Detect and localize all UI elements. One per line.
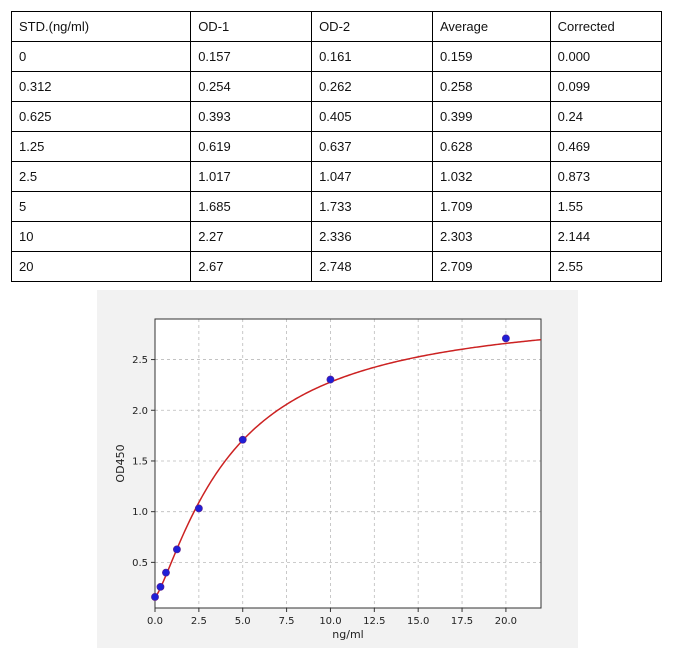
table-cell: 0.161: [311, 41, 433, 72]
table-cell: 0.619: [190, 131, 313, 162]
table-cell: 0: [10, 41, 192, 72]
table-cell: 2.67: [190, 251, 313, 282]
table-header-row: STD.(ng/ml) OD-1 OD-2 Average Corrected: [10, 11, 663, 42]
table-cell: 0.625: [10, 101, 192, 132]
table-cell: 2.55: [549, 251, 663, 282]
table-cell: 2.748: [311, 251, 433, 282]
table-cell: 0.157: [190, 41, 313, 72]
x-tick-label: 0.0: [147, 616, 163, 627]
table-cell: 2.303: [431, 221, 551, 252]
data-point: [162, 568, 170, 577]
data-point: [151, 593, 159, 601]
table-row: 0.625 0.393 0.405 0.399 0.24: [10, 101, 663, 132]
x-tick-label: 17.5: [451, 616, 473, 627]
table-cell: 0.000: [549, 41, 663, 72]
table-row: 0.312 0.254 0.262 0.258 0.099: [10, 71, 663, 102]
table-cell: 0.312: [10, 71, 192, 102]
plot-frame: [154, 318, 542, 609]
standard-curve-chart: 0.0 2.5 5.0 7.5 10.0 12.5 15.0 17.5 20.0 0.5 1.0 1.…: [114, 318, 542, 641]
data-point: [173, 545, 181, 554]
chart-panel: 0.0 2.5 5.0 7.5 10.0 12.5 15.0 17.5 20.0 0.5 1.0 1.…: [97, 290, 578, 648]
data-point: [238, 435, 247, 444]
table-row: 2.5 1.017 1.047 1.032 0.873: [10, 161, 663, 192]
x-tick-label: 7.5: [279, 616, 295, 627]
plot-area: [155, 319, 541, 608]
table-cell: 2.27: [190, 221, 313, 252]
table-cell: 1.733: [311, 191, 433, 222]
column-header: OD-2: [311, 11, 433, 42]
table-cell: 0.405: [311, 101, 433, 132]
table-cell: 0.099: [549, 71, 663, 102]
table-cell: 2.336: [311, 221, 433, 252]
table-cell: 0.262: [311, 71, 433, 102]
table-cell: 1.25: [10, 131, 192, 162]
x-tick-label: 15.0: [407, 616, 429, 627]
y-axis-label: OD450: [114, 444, 127, 482]
standard-curve-table: STD.(ng/ml) OD-1 OD-2 Average Corrected 0 0.1…: [10, 11, 663, 282]
x-tick-label: 20.0: [495, 616, 517, 627]
table-cell: 1.55: [549, 191, 663, 222]
table-cell: 1.047: [311, 161, 433, 192]
table-cell: 2.5: [10, 161, 192, 192]
table-row: 1.25 0.619 0.637 0.628 0.469: [10, 131, 663, 162]
column-header: Average: [431, 11, 551, 42]
x-tick-label: 10.0: [319, 616, 341, 627]
table-cell: 0.469: [549, 131, 663, 162]
table-cell: 2.144: [549, 221, 663, 252]
table-cell: 0.637: [311, 131, 433, 162]
table-cell: 0.258: [431, 71, 551, 102]
y-tick-label: 2.0: [132, 406, 148, 417]
fit-curve-line: [154, 338, 542, 598]
table-cell: 5: [10, 191, 192, 222]
x-tick-label: 5.0: [235, 616, 251, 627]
y-tick-label: 2.5: [132, 355, 148, 366]
table-cell: 10: [10, 221, 192, 252]
data-point: [326, 375, 335, 384]
table-row: 5 1.685 1.733 1.709 1.55: [10, 191, 663, 222]
table-cell: 0.393: [190, 101, 313, 132]
table-cell: 20: [10, 251, 192, 282]
table-cell: 0.159: [431, 41, 551, 72]
y-tick-label: 1.0: [132, 507, 148, 518]
table-cell: 1.032: [431, 161, 551, 192]
column-header: Corrected: [549, 11, 663, 42]
table-cell: 0.628: [431, 131, 551, 162]
table-cell: 1.685: [190, 191, 313, 222]
data-point: [194, 504, 203, 513]
table-row: 20 2.67 2.748 2.709 2.55: [10, 251, 663, 282]
y-tick-label: 0.5: [132, 558, 148, 569]
table-cell: 2.709: [431, 251, 551, 282]
column-header: OD-1: [190, 11, 313, 42]
table-cell: 1.017: [190, 161, 313, 192]
x-tick-label: 12.5: [363, 616, 385, 627]
data-point: [502, 334, 510, 343]
x-tick-label: 2.5: [191, 616, 207, 627]
x-axis-label: ng/ml: [332, 628, 363, 641]
table-cell: 1.709: [431, 191, 551, 222]
table-cell: 0.873: [549, 161, 663, 192]
table-cell: 0.399: [431, 101, 551, 132]
column-header: STD.(ng/ml): [10, 11, 192, 42]
y-tick-label: 1.5: [132, 456, 148, 467]
table-row: 0 0.157 0.161 0.159 0.000: [10, 41, 663, 72]
table-cell: 0.254: [190, 71, 313, 102]
table-cell: 0.24: [549, 101, 663, 132]
data-point: [156, 583, 165, 591]
table-row: 10 2.27 2.336 2.303 2.144: [10, 221, 663, 252]
